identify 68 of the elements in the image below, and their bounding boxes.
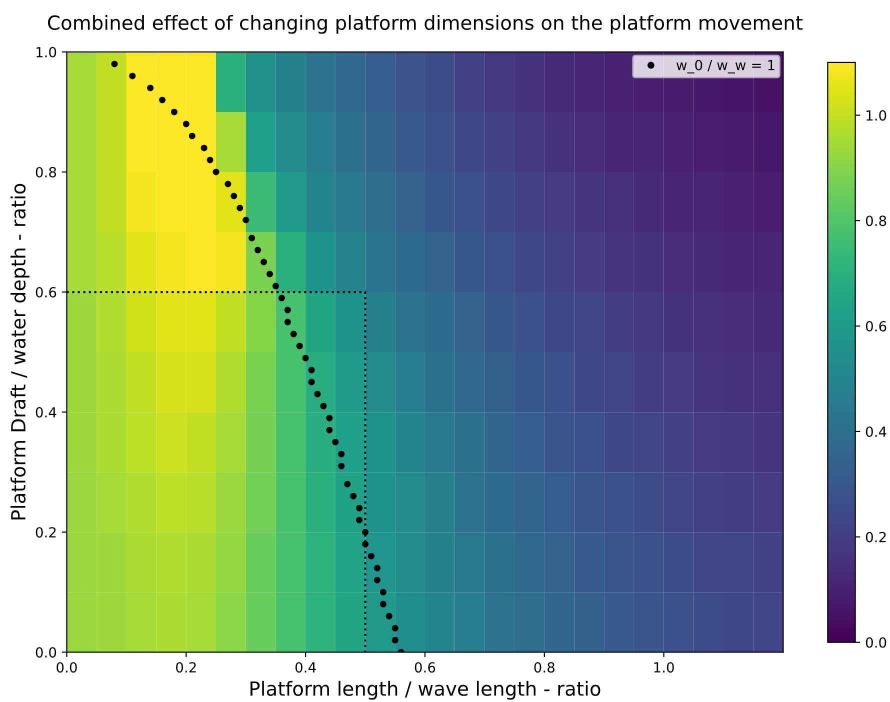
color-bar-label: 0.6 bbox=[866, 321, 886, 332]
color-bar-label: 1.0 bbox=[866, 110, 886, 121]
point bbox=[314, 390, 321, 398]
point bbox=[350, 492, 357, 500]
x-axis-title: Platform length / wave length - ratio bbox=[250, 680, 600, 700]
y-tick-label: 0.8 bbox=[36, 166, 56, 178]
x-tick-label: 0.4 bbox=[295, 662, 316, 673]
y-tick-label: 1.0 bbox=[36, 46, 56, 58]
point bbox=[302, 354, 309, 362]
y-tick-label: 0.2 bbox=[36, 527, 56, 538]
point bbox=[170, 108, 178, 116]
point bbox=[374, 564, 380, 572]
x-tick-label: 0.6 bbox=[414, 662, 436, 673]
chart-title: Combined effect of changing platform dimensions on the platform movement bbox=[48, 14, 803, 34]
point bbox=[159, 96, 166, 104]
y-axis-title: Platform Draft / water depth - ratio bbox=[10, 184, 30, 520]
color-bar-label: 0.4 bbox=[866, 426, 886, 437]
point bbox=[344, 480, 351, 488]
x-tick-label: 1.0 bbox=[654, 662, 674, 673]
x-tick-label: 0.0 bbox=[56, 662, 77, 673]
point bbox=[230, 192, 238, 200]
y-tick-label: 0.6 bbox=[36, 287, 56, 298]
point bbox=[338, 450, 345, 458]
point bbox=[182, 120, 190, 128]
point bbox=[356, 504, 363, 512]
point bbox=[374, 576, 380, 584]
legend-label: w_0 / w_w = 1 bbox=[676, 60, 774, 74]
point bbox=[278, 294, 285, 302]
point bbox=[320, 402, 327, 410]
point bbox=[284, 318, 291, 326]
point bbox=[254, 246, 262, 254]
point bbox=[356, 516, 363, 524]
y-tick-label: 0.4 bbox=[36, 407, 56, 418]
point bbox=[326, 414, 333, 422]
point bbox=[200, 144, 208, 152]
point bbox=[147, 84, 154, 92]
point bbox=[111, 60, 118, 68]
point bbox=[296, 342, 303, 350]
point bbox=[338, 462, 345, 470]
point bbox=[380, 588, 386, 596]
point bbox=[242, 216, 250, 224]
point bbox=[272, 282, 279, 290]
y-tick-label: 0.0 bbox=[36, 647, 56, 658]
point bbox=[206, 156, 214, 164]
point bbox=[212, 168, 220, 176]
x-tick-label: 0.2 bbox=[176, 662, 196, 673]
point bbox=[326, 426, 333, 434]
point bbox=[266, 270, 273, 278]
point bbox=[129, 72, 136, 80]
point bbox=[188, 132, 196, 140]
point bbox=[236, 204, 244, 212]
point bbox=[332, 438, 339, 446]
point bbox=[284, 306, 291, 314]
color-bar-label: 0.2 bbox=[866, 532, 886, 542]
point bbox=[290, 330, 297, 338]
point bbox=[260, 258, 268, 266]
point bbox=[248, 234, 256, 242]
point bbox=[368, 552, 374, 560]
point bbox=[308, 378, 315, 386]
color-bar-label: 0.8 bbox=[866, 216, 886, 226]
point bbox=[392, 624, 398, 632]
color-bar-label: 0.0 bbox=[866, 637, 886, 648]
point bbox=[224, 180, 232, 188]
x-tick-label: 0.8 bbox=[534, 662, 554, 673]
point bbox=[308, 366, 315, 374]
point bbox=[386, 612, 392, 620]
point bbox=[380, 600, 386, 608]
point bbox=[392, 636, 398, 644]
